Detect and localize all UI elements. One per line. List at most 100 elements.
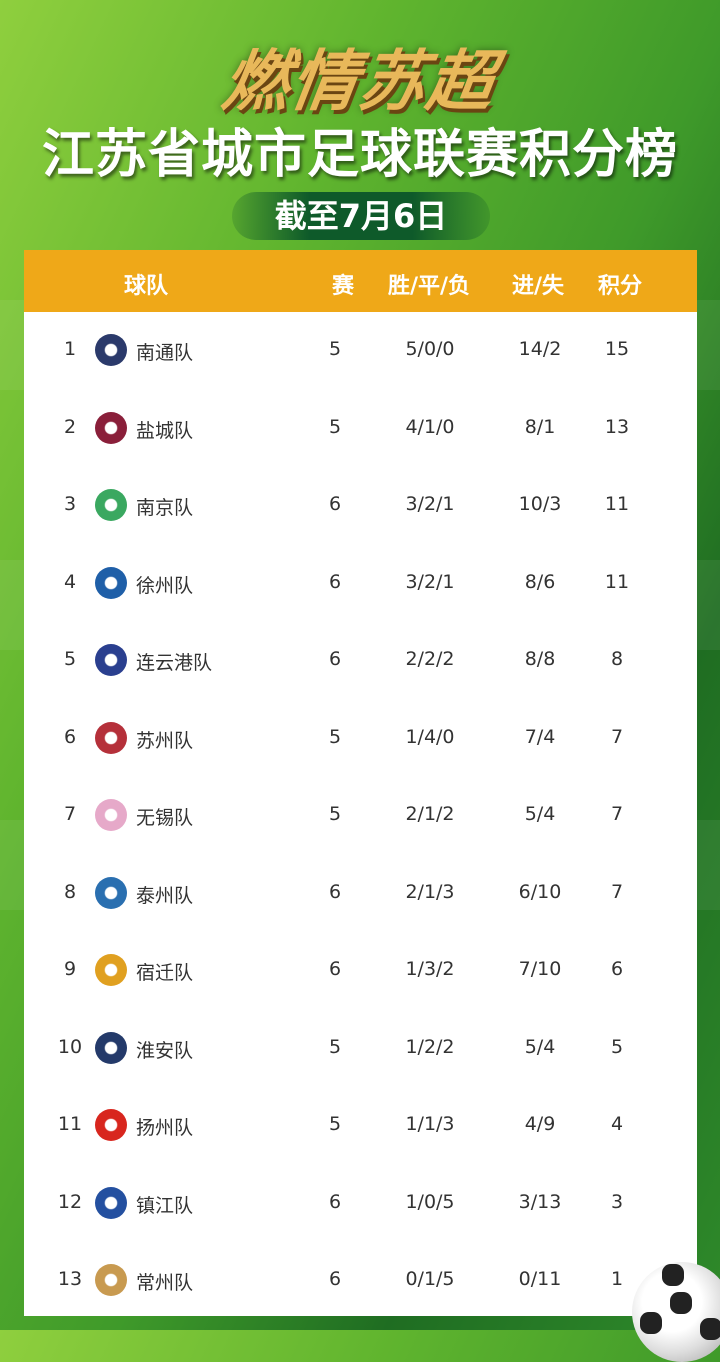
table-row: 9 宿迁队 6 1/3/2 7/10 6 bbox=[24, 932, 697, 1009]
points: 4 bbox=[610, 1113, 624, 1135]
wdl: 1/1/3 bbox=[405, 1113, 455, 1135]
points: 7 bbox=[610, 880, 624, 903]
team-name: 扬州队 bbox=[136, 1117, 194, 1139]
rank: 9 bbox=[63, 958, 77, 980]
team-logo-icon bbox=[95, 721, 127, 754]
team-logo-icon bbox=[95, 876, 127, 909]
team-name: 泰州队 bbox=[136, 884, 194, 907]
football-decoration bbox=[632, 1262, 720, 1362]
col-points: 积分 bbox=[598, 274, 643, 299]
table-row: 2 盐城队 5 4/1/0 8/1 13 bbox=[24, 390, 697, 467]
team-logo-icon bbox=[95, 1264, 127, 1296]
col-team: 球队 bbox=[124, 274, 169, 299]
played: 5 bbox=[328, 1113, 342, 1135]
table-row: 11 扬州队 5 1/1/3 4/9 4 bbox=[24, 1087, 697, 1164]
points: 8 bbox=[610, 648, 624, 670]
team-name: 无锡队 bbox=[136, 807, 194, 829]
team-name: 苏州队 bbox=[136, 729, 194, 752]
points: 1 bbox=[610, 1268, 624, 1290]
team-name: 南京队 bbox=[136, 497, 194, 519]
table-row: 13 常州队 6 0/1/5 0/11 1 bbox=[24, 1242, 697, 1319]
goals: 14/2 bbox=[518, 338, 562, 360]
table-row: 8 泰州队 6 2/1/3 6/10 7 bbox=[24, 855, 697, 932]
rank: 12 bbox=[57, 1190, 83, 1213]
rank: 2 bbox=[63, 415, 77, 438]
points: 15 bbox=[604, 338, 630, 360]
wdl: 2/1/2 bbox=[405, 803, 455, 825]
event-title: 燃情苏超 bbox=[217, 43, 501, 120]
played: 6 bbox=[328, 1190, 342, 1213]
goals: 4/9 bbox=[524, 1113, 556, 1135]
goals: 7/10 bbox=[518, 958, 562, 980]
played: 6 bbox=[328, 880, 342, 903]
played: 5 bbox=[328, 415, 342, 438]
team-logo-icon bbox=[95, 334, 127, 366]
table-row: 10 淮安队 5 1/2/2 5/4 5 bbox=[24, 1010, 697, 1087]
points: 7 bbox=[610, 803, 624, 825]
played: 6 bbox=[328, 648, 342, 670]
played: 6 bbox=[328, 1268, 342, 1290]
rank: 4 bbox=[63, 570, 77, 593]
rank: 5 bbox=[63, 648, 77, 670]
table-row: 12 镇江队 6 1/0/5 3/13 3 bbox=[24, 1165, 697, 1242]
table-header: 球队 赛 胜/平/负 进/失 积分 bbox=[24, 250, 697, 312]
table-row: 5 连云港队 6 2/2/2 8/8 8 bbox=[24, 622, 697, 699]
team-logo-icon bbox=[95, 566, 127, 599]
rank: 8 bbox=[63, 880, 77, 903]
points: 7 bbox=[610, 725, 624, 748]
wdl: 1/0/5 bbox=[405, 1190, 455, 1213]
wdl: 2/1/3 bbox=[405, 880, 455, 903]
goals: 8/1 bbox=[524, 415, 556, 438]
team-name: 淮安队 bbox=[136, 1039, 194, 1062]
team-logo-icon bbox=[95, 1109, 127, 1141]
points: 3 bbox=[610, 1190, 624, 1213]
played: 5 bbox=[328, 338, 342, 360]
team-name: 宿迁队 bbox=[136, 962, 194, 984]
points: 13 bbox=[604, 415, 630, 438]
standings-table: 球队 赛 胜/平/负 进/失 积分 1 南通队 5 5/0/0 14/2 15 2… bbox=[24, 250, 697, 1316]
team-name: 南通队 bbox=[136, 342, 194, 364]
goals: 8/8 bbox=[524, 648, 556, 670]
team-logo-icon bbox=[95, 1031, 127, 1064]
team-logo-icon bbox=[95, 411, 127, 444]
goals: 5/4 bbox=[524, 1035, 556, 1058]
goals: 8/6 bbox=[524, 570, 556, 593]
wdl: 1/4/0 bbox=[405, 725, 455, 748]
wdl: 5/0/0 bbox=[405, 338, 455, 360]
played: 5 bbox=[328, 725, 342, 748]
goals: 5/4 bbox=[524, 803, 556, 825]
table-row: 7 无锡队 5 2/1/2 5/4 7 bbox=[24, 777, 697, 854]
wdl: 4/1/0 bbox=[405, 415, 455, 438]
goals: 0/11 bbox=[518, 1268, 562, 1290]
team-name: 连云港队 bbox=[136, 652, 213, 674]
points: 6 bbox=[610, 958, 624, 980]
goals: 10/3 bbox=[518, 493, 562, 515]
table-row: 4 徐州队 6 3/2/1 8/6 11 bbox=[24, 545, 697, 622]
team-logo-icon bbox=[95, 954, 127, 986]
wdl: 1/2/2 bbox=[405, 1035, 455, 1058]
date-badge: 截至7月6日 bbox=[232, 192, 490, 240]
wdl: 1/3/2 bbox=[405, 958, 455, 980]
points: 11 bbox=[604, 493, 630, 515]
played: 5 bbox=[328, 803, 342, 825]
table-row: 1 南通队 5 5/0/0 14/2 15 bbox=[24, 312, 697, 389]
goals: 3/13 bbox=[518, 1190, 562, 1213]
team-logo-icon bbox=[95, 489, 127, 521]
wdl: 3/2/1 bbox=[405, 570, 455, 593]
page-title: 江苏省城市足球联赛积分榜 bbox=[41, 125, 678, 185]
rank: 11 bbox=[57, 1113, 83, 1135]
table-row: 3 南京队 6 3/2/1 10/3 11 bbox=[24, 467, 697, 544]
table-row: 6 苏州队 5 1/4/0 7/4 7 bbox=[24, 700, 697, 777]
col-played: 赛 bbox=[332, 274, 355, 299]
played: 6 bbox=[328, 493, 342, 515]
rank: 3 bbox=[63, 493, 77, 515]
team-logo-icon bbox=[95, 799, 127, 831]
goals: 7/4 bbox=[524, 725, 556, 748]
wdl: 0/1/5 bbox=[405, 1268, 455, 1290]
points: 11 bbox=[604, 570, 630, 593]
team-name: 镇江队 bbox=[136, 1194, 194, 1217]
points: 5 bbox=[610, 1035, 624, 1058]
team-logo-icon bbox=[95, 1186, 127, 1219]
team-name: 徐州队 bbox=[136, 574, 194, 597]
wdl: 2/2/2 bbox=[405, 648, 455, 670]
